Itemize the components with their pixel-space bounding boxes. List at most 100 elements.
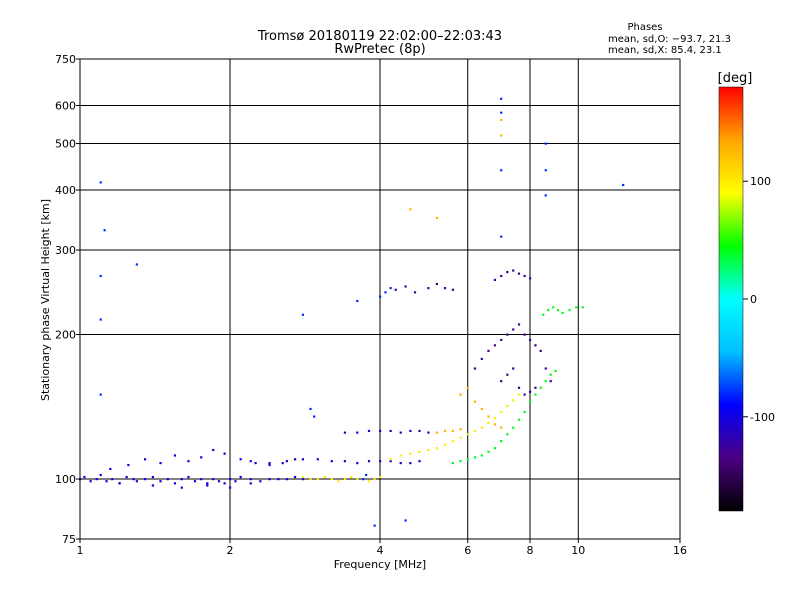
data-point: [313, 415, 316, 418]
data-point: [480, 426, 483, 429]
data-point: [529, 338, 532, 342]
data-point: [95, 478, 98, 481]
data-point: [529, 390, 532, 393]
data-point: [399, 461, 402, 465]
data-point: [285, 460, 288, 463]
data-point: [544, 142, 547, 145]
data-point: [330, 460, 333, 463]
data-point: [389, 429, 392, 433]
data-point: [459, 460, 462, 463]
data-point: [418, 429, 421, 433]
data-point: [581, 306, 584, 309]
data-point: [512, 269, 515, 272]
data-point: [187, 460, 190, 463]
data-point: [337, 480, 340, 483]
data-point: [239, 458, 242, 461]
data-point: [281, 461, 284, 465]
data-point: [544, 367, 547, 370]
data-point: [234, 480, 237, 483]
x-tick-label: 1: [77, 544, 84, 557]
y-tick-label: 500: [55, 138, 76, 151]
data-point: [109, 467, 112, 471]
data-point: [409, 208, 412, 211]
data-point: [293, 458, 297, 461]
data-point: [506, 373, 509, 376]
data-point: [466, 386, 469, 389]
data-point: [409, 429, 412, 433]
data-point: [493, 447, 497, 450]
y-tick-label: 600: [55, 100, 76, 113]
data-point: [451, 440, 455, 443]
data-point: [212, 478, 215, 481]
data-point: [523, 274, 526, 278]
data-point: [443, 429, 447, 433]
data-point: [259, 480, 262, 483]
data-point: [394, 288, 397, 291]
colorbar: [718, 86, 744, 512]
data-point: [83, 475, 86, 479]
data-point: [506, 433, 509, 436]
data-point: [367, 480, 371, 483]
data-point: [223, 482, 226, 485]
data-point: [301, 458, 305, 461]
data-point: [200, 456, 203, 459]
data-point: [277, 478, 280, 481]
data-point: [239, 475, 242, 479]
data-point: [404, 519, 407, 522]
data-point: [99, 274, 102, 278]
y-tick-label: 300: [55, 244, 76, 257]
data-point: [568, 308, 571, 312]
data-point: [418, 460, 421, 463]
data-point: [200, 478, 203, 481]
data-point: [512, 367, 515, 370]
data-point: [534, 386, 537, 389]
data-point: [301, 475, 305, 479]
data-point: [217, 480, 221, 483]
data-point: [512, 426, 515, 429]
data-point: [517, 323, 521, 326]
data-point: [487, 421, 490, 424]
data-point: [500, 338, 503, 342]
y-tick-label: 200: [55, 329, 76, 342]
data-point: [379, 295, 382, 298]
data-point: [523, 333, 526, 336]
y-tick-labels: 75 100 200 300 400 500 600 750: [55, 53, 76, 546]
data-point: [180, 486, 183, 489]
data-point: [435, 447, 438, 450]
data-point: [399, 431, 402, 434]
data-point: [99, 181, 102, 184]
data-point: [365, 473, 368, 477]
data-point: [493, 423, 497, 426]
data-point: [622, 183, 625, 187]
data-point: [493, 417, 497, 420]
data-point: [367, 429, 371, 433]
data-point: [539, 349, 542, 352]
data-point: [554, 369, 557, 373]
data-point: [99, 393, 102, 396]
data-point: [500, 410, 503, 414]
data-point: [99, 473, 102, 477]
x-axis-label: Frequency [MHz]: [334, 558, 426, 571]
data-point: [480, 454, 483, 457]
data-point: [500, 97, 503, 100]
data-point: [356, 431, 359, 434]
data-point: [187, 475, 190, 479]
data-point: [547, 308, 550, 312]
data-point: [399, 454, 402, 457]
data-point: [500, 426, 503, 429]
data-point: [254, 461, 257, 465]
data-point: [373, 524, 376, 527]
data-point: [125, 475, 128, 479]
data-point: [549, 380, 552, 383]
colorbar-tick-label: -100: [750, 411, 775, 424]
data-point: [379, 460, 382, 463]
data-point: [544, 194, 547, 197]
data-point: [459, 393, 462, 396]
data-point: [451, 461, 455, 465]
data-point: [301, 313, 305, 316]
data-point: [473, 367, 477, 370]
data-point: [549, 373, 552, 376]
data-point: [500, 440, 503, 443]
data-point: [523, 393, 526, 396]
